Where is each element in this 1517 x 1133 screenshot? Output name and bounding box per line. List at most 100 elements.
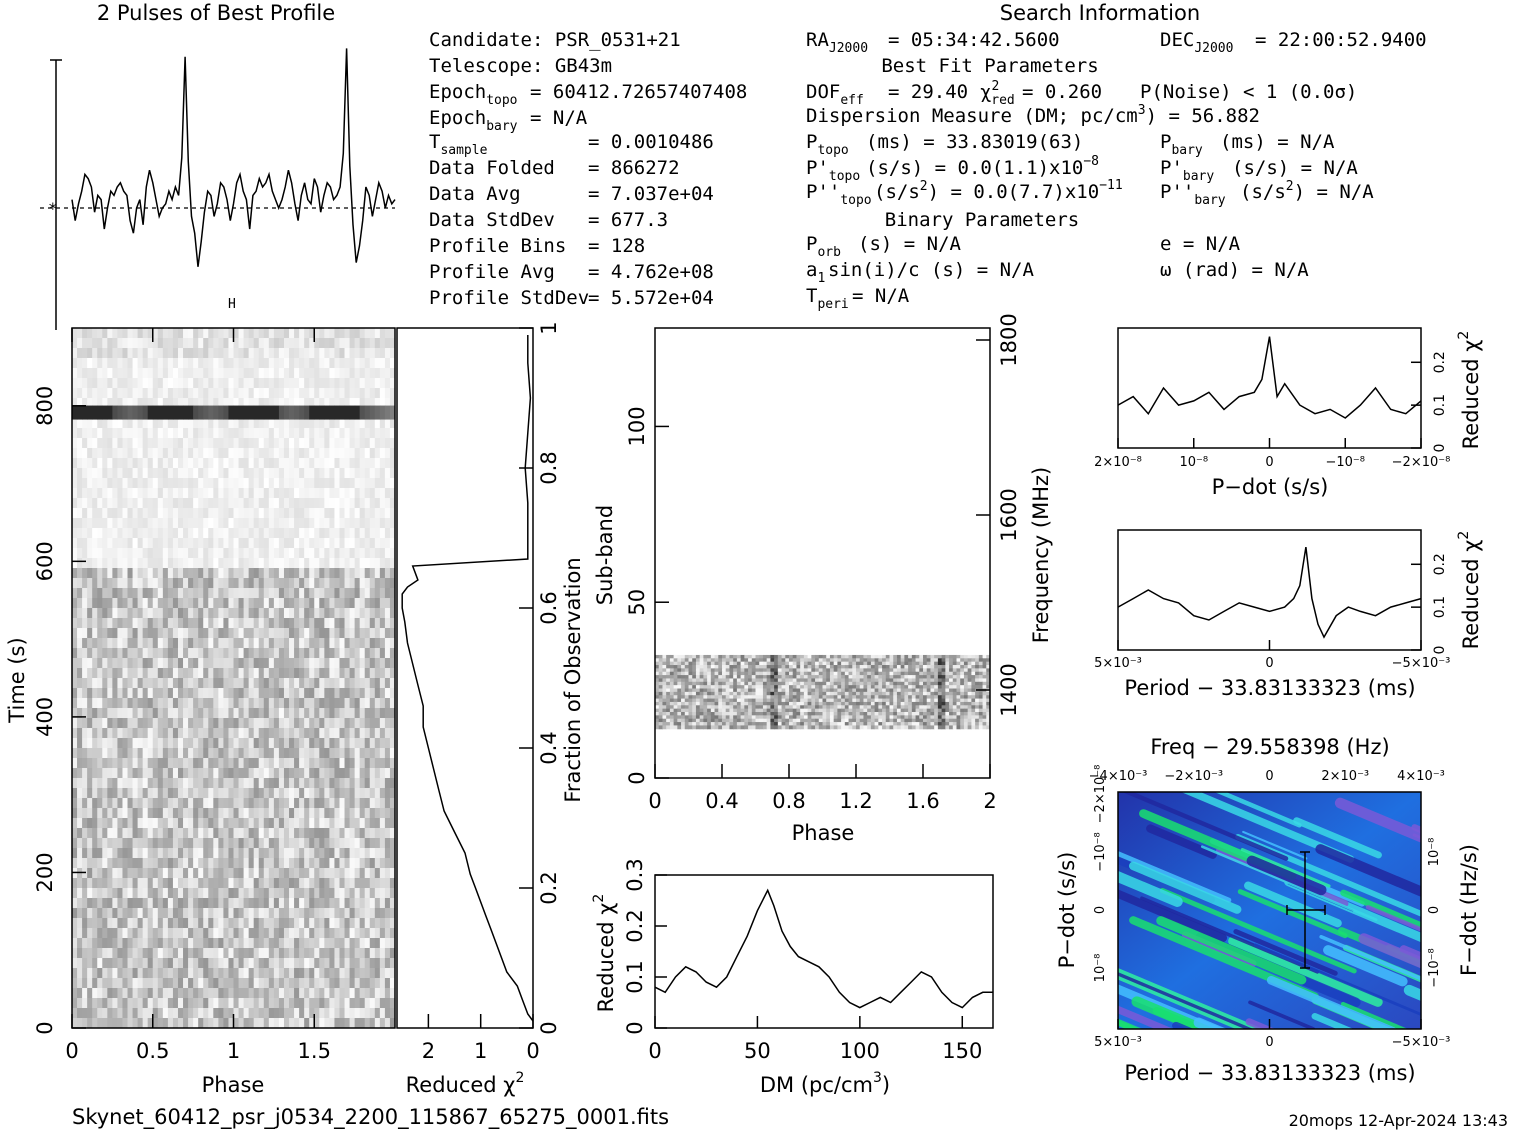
tp-cell	[122, 998, 129, 1009]
tp-cell	[157, 388, 164, 399]
tp-cell	[384, 918, 391, 929]
tp-cell	[87, 648, 93, 659]
tp-cell	[283, 988, 290, 999]
tp-cell	[389, 898, 395, 909]
sb-cell	[952, 654, 957, 659]
tp-cell	[162, 858, 169, 869]
tp-cell	[334, 698, 341, 709]
tp-cell	[339, 718, 346, 729]
tp-cell	[278, 678, 285, 689]
tp-cell	[117, 828, 124, 839]
tp-cell	[198, 758, 204, 769]
sb-cell	[703, 654, 708, 659]
tp-cell	[122, 488, 129, 499]
tp-cell	[278, 588, 285, 599]
tp-cell	[137, 578, 144, 589]
tp-cell	[349, 558, 356, 569]
tp-cell	[233, 358, 240, 369]
tp-cell	[117, 818, 124, 829]
tp-cell	[258, 948, 265, 959]
tp-cell	[208, 828, 214, 839]
tp-cell	[77, 808, 83, 819]
sb-cell	[744, 665, 749, 669]
cf-ytick-label: 1	[537, 321, 561, 334]
tp-cell	[238, 448, 245, 459]
tp-cell	[379, 488, 386, 499]
tp-cell	[339, 838, 346, 849]
tp-cell	[162, 638, 169, 649]
tp-cell	[117, 708, 124, 719]
tp-cell	[87, 578, 93, 589]
tp-cell	[329, 578, 336, 589]
tp-cell	[162, 528, 169, 539]
tp-cell	[82, 618, 88, 629]
tp-cell	[228, 628, 235, 639]
tp-cell	[218, 398, 225, 409]
tp-cell	[268, 488, 275, 499]
tp-cell	[72, 368, 78, 379]
tp-cell	[193, 348, 199, 359]
tp-cell	[137, 448, 144, 459]
tp-cell	[324, 998, 330, 1009]
tp-cell	[324, 458, 330, 469]
tp-cell	[379, 558, 386, 569]
tp-cell	[379, 438, 386, 449]
tp-cell	[384, 718, 391, 729]
tp-cell	[167, 448, 174, 459]
tp-cell	[223, 418, 230, 429]
tp-cell	[289, 918, 295, 929]
tp-cell	[188, 1008, 194, 1019]
tp-cell	[294, 618, 300, 629]
tp-cell	[278, 938, 285, 949]
tp-cell	[102, 698, 108, 709]
sb-cell	[986, 658, 990, 663]
tp-cell	[167, 938, 174, 949]
tp-cell	[273, 698, 280, 709]
tp-cell	[354, 388, 361, 399]
tp-cell	[203, 838, 209, 849]
tp-cell	[208, 478, 214, 489]
tp-cell	[324, 558, 330, 569]
tp-cell	[157, 878, 164, 889]
tp-cell	[268, 748, 275, 759]
tp-cell	[374, 778, 381, 789]
sb-cell	[766, 658, 771, 663]
tp-cell	[334, 928, 341, 939]
tp-cell	[283, 858, 290, 869]
tp-cell	[359, 478, 366, 489]
tp-cell	[72, 598, 78, 609]
tp-cell	[208, 798, 214, 809]
tp-cell	[102, 518, 108, 529]
sb-cell	[792, 661, 797, 666]
tp-cell	[208, 928, 214, 939]
tp-cell	[334, 828, 341, 839]
sb-cell	[889, 665, 894, 669]
tp-cell	[289, 1018, 295, 1028]
tp-cell	[309, 578, 315, 589]
sb-cell	[807, 654, 812, 659]
tp-cell	[294, 848, 300, 859]
tp-cell	[117, 1008, 124, 1019]
tp-cell	[309, 568, 315, 579]
sb-cell	[885, 654, 890, 659]
sb-cell	[960, 658, 965, 663]
tp-cell	[172, 888, 179, 899]
tp-cell	[213, 828, 219, 839]
tp-cell	[127, 908, 134, 919]
sb-cell	[926, 661, 931, 666]
tp-cell	[183, 668, 189, 679]
tp-cell	[374, 388, 381, 399]
tp-cell	[263, 928, 270, 939]
tp-cell	[304, 838, 310, 849]
tp-cell	[344, 558, 351, 569]
sb-cell	[755, 658, 760, 663]
sb-cell	[695, 658, 701, 663]
tp-cell	[162, 348, 169, 359]
tp-cell	[97, 588, 103, 599]
tp-cell	[354, 518, 361, 529]
tp-cell	[102, 428, 108, 439]
tp-cell	[228, 578, 235, 589]
tp-cell	[228, 568, 235, 579]
tp-cell	[319, 718, 325, 729]
tp-cell	[228, 938, 235, 949]
